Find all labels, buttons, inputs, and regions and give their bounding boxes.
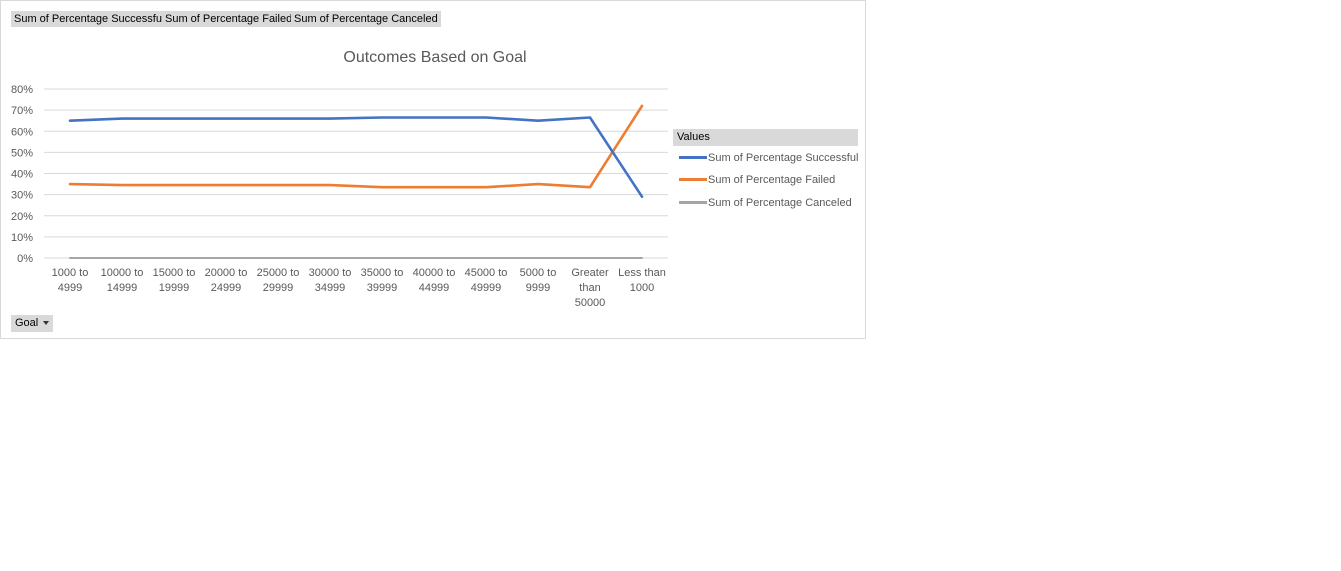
legend-swatch-successful — [679, 155, 707, 159]
field-button-successful[interactable]: Sum of Percentage Successful — [11, 11, 168, 27]
x-tick-label: Greater than 50000 — [571, 267, 609, 309]
series-line-successful — [68, 116, 644, 198]
x-tick-label: Less than 1000 — [618, 267, 666, 294]
legend-header: Values — [673, 129, 858, 146]
legend-item-failed[interactable]: Sum of Percentage Failed — [679, 173, 835, 187]
chart-area: Sum of Percentage Successful Sum of Perc… — [0, 0, 866, 339]
goal-axis-field-label: Goal — [15, 317, 39, 329]
legend-label-canceled: Sum of Percentage Canceled — [708, 197, 852, 209]
y-tick-label: 70% — [11, 105, 33, 117]
y-tick-label: 20% — [11, 211, 33, 223]
y-tick-label: 50% — [11, 147, 33, 159]
x-tick-label: 15000 to 19999 — [153, 267, 196, 294]
x-tick-label: 10000 to 14999 — [101, 267, 144, 294]
legend-swatch-failed — [679, 177, 707, 181]
x-tick-label: 45000 to 49999 — [465, 267, 508, 294]
x-tick-label: 1000 to 4999 — [52, 267, 89, 294]
y-tick-label: 40% — [11, 169, 33, 181]
field-button-canceled[interactable]: Sum of Percentage Canceled — [291, 11, 441, 27]
chevron-down-icon — [43, 321, 50, 326]
field-button-failed[interactable]: Sum of Percentage Failed — [162, 11, 296, 27]
y-tick-label: 80% — [11, 84, 33, 96]
y-tick-label: 0% — [17, 253, 33, 265]
x-tick-label: 40000 to 44999 — [413, 267, 456, 294]
goal-axis-field-button[interactable]: Goal — [11, 315, 54, 332]
legend-label-failed: Sum of Percentage Failed — [708, 174, 836, 186]
x-tick-label: 35000 to 39999 — [361, 267, 404, 294]
line-chart: Outcomes Based on Goal 0% 10% 20% 30% 40% 50% 6… — [11, 49, 668, 309]
x-tick-label: 25000 to 29999 — [257, 267, 300, 294]
y-tick-label: 60% — [11, 126, 33, 138]
x-tick-label: 30000 to 34999 — [309, 267, 352, 294]
x-tick-label: 5000 to 9999 — [520, 267, 557, 294]
series-line-failed — [68, 104, 644, 189]
x-tick-label: 20000 to 24999 — [205, 267, 248, 294]
legend-item-canceled[interactable]: Sum of Percentage Canceled — [679, 196, 852, 210]
legend-item-successful[interactable]: Sum of Percentage Successful — [679, 151, 858, 165]
legend-label-successful: Sum of Percentage Successful — [708, 152, 859, 164]
legend-swatch-canceled — [679, 200, 707, 204]
y-tick-label: 30% — [11, 190, 33, 202]
y-tick-label: 10% — [11, 232, 33, 244]
chart-title: Outcomes Based on Goal — [343, 49, 526, 66]
